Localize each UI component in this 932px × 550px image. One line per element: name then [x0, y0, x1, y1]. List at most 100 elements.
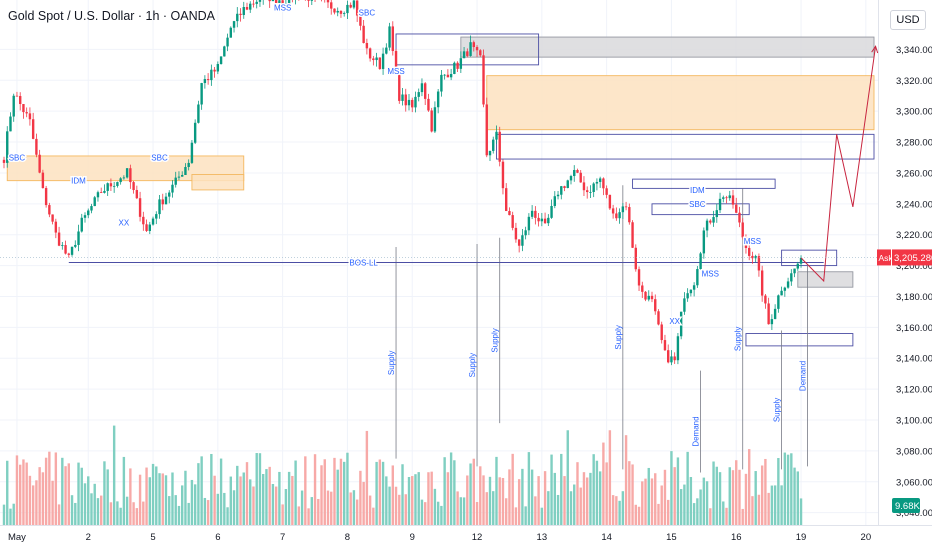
candle-body	[352, 0, 356, 8]
candle-body	[722, 197, 725, 199]
volume-bar	[485, 492, 488, 525]
candle-body	[51, 214, 54, 222]
volume-bar	[692, 503, 696, 525]
candle-body	[521, 235, 524, 246]
candle-body	[103, 190, 106, 193]
volume-bar	[22, 459, 25, 525]
candle-body	[676, 336, 680, 361]
candle-body	[424, 83, 427, 99]
volume-bar	[780, 485, 783, 525]
volume-bar	[352, 490, 356, 525]
candle-body	[365, 42, 369, 49]
volume-bar	[586, 477, 589, 525]
candle-body	[628, 207, 631, 223]
candle-body	[748, 247, 751, 256]
candle-body	[122, 177, 126, 179]
volume-bar	[553, 472, 556, 525]
volume-bar	[683, 484, 686, 525]
volume-bar	[197, 463, 200, 525]
candle-body	[74, 244, 77, 247]
candle-body	[501, 161, 505, 189]
volume-bar	[595, 460, 599, 525]
volume-bar	[200, 456, 203, 525]
candle-body	[770, 319, 774, 325]
candle-body	[287, 0, 291, 4]
volume-bar	[375, 461, 378, 525]
volume-bar	[148, 477, 151, 525]
candle-body	[93, 197, 96, 207]
volume-bar	[278, 471, 281, 525]
currency-button[interactable]: USD	[890, 10, 926, 30]
annotation-label: MSS	[274, 4, 291, 13]
volume-bar	[12, 503, 15, 525]
candle-body	[398, 69, 401, 101]
volume-bar	[563, 476, 566, 525]
price-tick-label: 3,260.000	[896, 168, 932, 179]
candle-body	[637, 269, 641, 286]
volume-bar	[728, 467, 731, 525]
volume-bar	[589, 472, 592, 525]
candle-body	[475, 47, 479, 51]
volume-bar	[417, 472, 420, 525]
volume-bar	[161, 473, 164, 525]
volume-bar	[378, 459, 382, 525]
candle-body	[754, 256, 757, 259]
volume-bar	[650, 478, 654, 525]
candle-body	[624, 206, 628, 208]
candle-body	[9, 116, 12, 132]
volume-bar	[647, 467, 650, 525]
annotation-label: SBC	[689, 200, 706, 209]
volume-bar	[372, 507, 375, 525]
candle-body	[174, 177, 177, 185]
volume-bar	[579, 487, 582, 525]
volume-bar	[96, 498, 100, 525]
candle-body	[462, 51, 466, 59]
candle-body	[579, 172, 582, 183]
marker-label: Supply	[734, 327, 743, 351]
marker-label: Supply	[614, 325, 623, 349]
volume-bar	[411, 476, 414, 525]
candle-body	[229, 27, 232, 38]
volume-bar	[365, 430, 369, 525]
candle-body	[216, 64, 220, 72]
symbol-title[interactable]: Gold Spot / U.S. Dollar · 1h · OANDA	[8, 9, 216, 23]
candle-body	[482, 55, 485, 105]
candle-body	[168, 192, 171, 197]
candle-body	[718, 198, 722, 211]
time-tick-label: 12	[472, 532, 483, 543]
volume-bar	[242, 472, 245, 525]
volume-bar	[343, 461, 346, 525]
volume-bar	[274, 486, 278, 525]
ask-price-label: 3,205.280	[894, 253, 932, 264]
candle-body	[31, 119, 35, 139]
volume-bar	[210, 453, 213, 525]
candle-body	[466, 51, 469, 56]
volume-bar	[725, 507, 728, 525]
candle-body	[41, 172, 45, 189]
price-tick-label: 3,140.000	[896, 354, 932, 365]
volume-bar	[722, 501, 725, 525]
volume-bar	[391, 465, 394, 525]
candle-body	[142, 216, 145, 225]
time-tick-label: 14	[601, 532, 612, 543]
candle-body	[449, 74, 453, 78]
volume-bar	[751, 496, 754, 525]
candle-body	[760, 270, 764, 296]
candle-body	[427, 98, 430, 111]
candle-body	[543, 218, 547, 224]
volume-bar	[793, 467, 796, 525]
projection-path	[800, 46, 877, 283]
candle-body	[236, 13, 239, 22]
volume-bar	[505, 498, 508, 525]
volume-bar	[388, 486, 391, 525]
candle-body	[119, 178, 122, 183]
candle-body	[650, 295, 654, 300]
volume-bar	[748, 449, 751, 525]
volume-bar	[449, 452, 453, 525]
volume-bar	[414, 474, 417, 525]
candle-body	[155, 214, 158, 219]
candle-body	[310, 0, 313, 1]
volume-bar	[501, 477, 505, 525]
